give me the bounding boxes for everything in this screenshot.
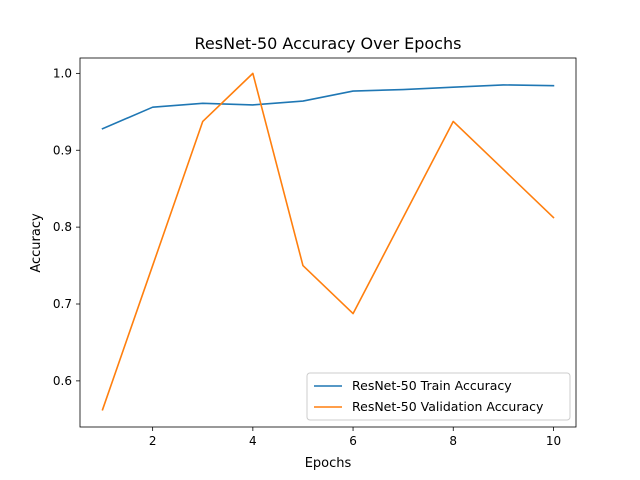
- y-tick-label: 0.6: [53, 374, 72, 388]
- y-tick-label: 1.0: [53, 66, 72, 80]
- x-axis-label: Epochs: [305, 456, 352, 471]
- y-tick-label: 0.7: [53, 297, 72, 311]
- x-tick-label: 2: [149, 434, 157, 448]
- plot-area: [79, 57, 577, 428]
- train-accuracy-line: [101, 84, 555, 130]
- x-axis-ticks: 2 4 6 8 10: [149, 427, 561, 448]
- validation-accuracy-line: [101, 72, 555, 411]
- plot-frame: [79, 57, 577, 428]
- y-axis-ticks: 0.6 0.7 0.8 0.9 1.0: [53, 66, 80, 388]
- x-tick-label: 10: [546, 434, 561, 448]
- series-layer: [101, 72, 555, 411]
- y-tick-label: 0.9: [53, 143, 72, 157]
- x-tick-label: 8: [449, 434, 457, 448]
- x-tick-label: 4: [249, 434, 257, 448]
- legend-label: ResNet-50 Validation Accuracy: [352, 399, 544, 414]
- legend-label: ResNet-50 Train Accuracy: [352, 378, 512, 393]
- y-axis-label: Accuracy: [29, 213, 44, 273]
- chart-title: ResNet-50 Accuracy Over Epochs: [195, 34, 462, 53]
- legend-box: [306, 372, 571, 421]
- y-tick-label: 0.8: [53, 220, 72, 234]
- x-tick-label: 6: [349, 434, 357, 448]
- legend: ResNet-50 Train Accuracy ResNet-50 Valida…: [306, 372, 571, 421]
